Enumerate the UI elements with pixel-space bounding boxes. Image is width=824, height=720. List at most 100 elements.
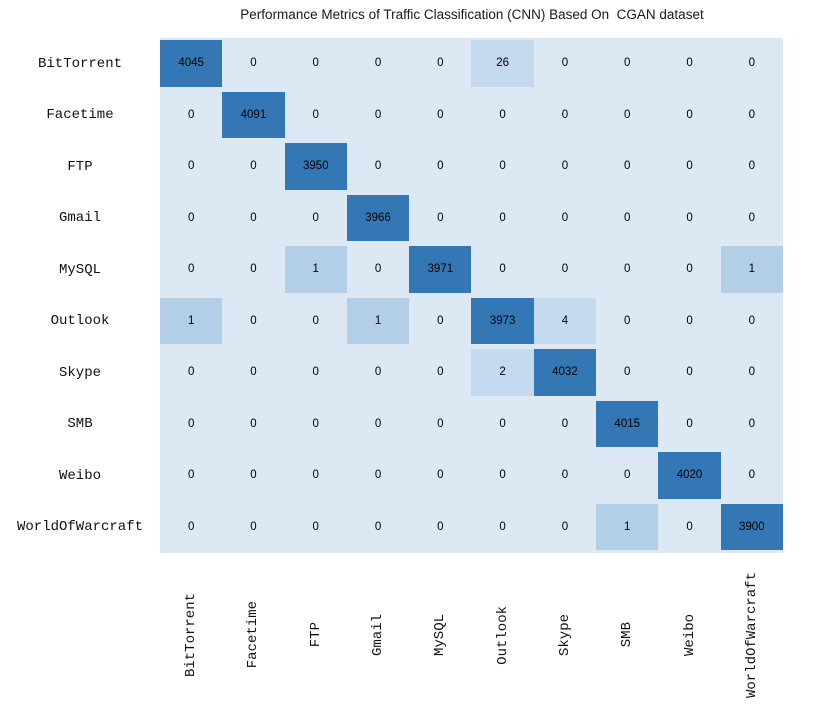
matrix-cell: 0	[409, 295, 472, 347]
cell-value: 0	[437, 366, 444, 379]
cell-fill: 0	[721, 401, 783, 448]
matrix-cell: 0	[346, 141, 410, 193]
cell-fill: 0	[222, 195, 284, 242]
cell-fill: 0	[658, 143, 720, 190]
matrix-cell: 0	[346, 450, 410, 502]
cell-fill: 1	[284, 246, 347, 293]
cell-fill: 3973	[471, 297, 534, 344]
cell-value: 0	[748, 366, 756, 379]
x-axis-label-cell: WorldOfWarcraft	[721, 553, 783, 717]
cell-fill: 3950	[284, 143, 347, 190]
cell-value: 4	[561, 314, 569, 327]
cell-value: 2	[499, 366, 506, 379]
matrix-cell: 1	[346, 295, 410, 347]
cell-fill: 0	[658, 40, 720, 87]
cell-fill: 0	[658, 195, 720, 242]
matrix-cell: 0	[658, 244, 721, 296]
matrix-cell: 0	[409, 141, 472, 193]
cell-fill: 0	[471, 143, 533, 190]
cell-fill: 3966	[346, 194, 410, 241]
matrix-cell: 26	[471, 38, 534, 90]
cell-value: 3950	[302, 160, 329, 173]
matrix-cell: 0	[346, 347, 410, 399]
cell-value: 0	[312, 366, 319, 379]
cell-value: 0	[437, 211, 444, 224]
matrix-cell: 0	[720, 398, 783, 450]
matrix-cell: 0	[658, 141, 721, 193]
matrix-cell: 0	[720, 450, 783, 502]
cell-fill: 0	[658, 401, 720, 448]
matrix-cell: 0	[720, 141, 783, 193]
x-axis-label: MySQL	[432, 613, 449, 656]
matrix-cell: 0	[471, 192, 534, 244]
x-axis-label: Gmail	[370, 613, 387, 656]
matrix-row: Outlook 1 0 0 1 0 3973 4 0 0 0	[0, 295, 783, 347]
cell-value: 1	[748, 263, 756, 276]
cell-fill: 0	[471, 504, 533, 551]
matrix-cell: 0	[284, 398, 347, 450]
matrix-cell: 0	[471, 450, 534, 502]
cell-fill: 0	[596, 40, 658, 87]
cell-value: 0	[374, 469, 382, 482]
matrix-cell: 0	[409, 450, 472, 502]
cell-fill: 0	[285, 195, 347, 242]
cell-fill: 0	[222, 452, 284, 499]
cell-value: 0	[499, 211, 506, 224]
cell-fill: 0	[160, 246, 222, 293]
cell-value: 0	[748, 314, 756, 327]
matrix-cell: 0	[222, 295, 285, 347]
cell-value: 0	[187, 211, 195, 224]
cell-fill: 0	[222, 298, 284, 345]
cell-fill: 0	[409, 40, 471, 87]
cell-fill: 0	[409, 298, 471, 345]
x-axis-label: Facetime	[245, 601, 262, 669]
cell-value: 0	[312, 211, 319, 224]
cell-fill: 0	[534, 504, 596, 551]
matrix-cell: 0	[160, 192, 223, 244]
matrix-cell: 4091	[222, 89, 285, 141]
matrix-row: Weibo 0 0 0 0 0 0 0 0 4020 0	[0, 450, 783, 502]
cell-value: 0	[437, 520, 444, 533]
matrix-cell: 0	[160, 141, 223, 193]
matrix-cell: 0	[658, 192, 721, 244]
cell-fill: 0	[721, 143, 783, 190]
matrix-cell: 0	[471, 244, 534, 296]
cell-fill: 0	[347, 40, 409, 87]
y-axis-label: MySQL	[58, 261, 101, 278]
cell-value: 0	[312, 520, 319, 533]
cell-value: 0	[624, 160, 631, 173]
cell-fill: 0	[285, 504, 347, 551]
cell-value: 3973	[489, 314, 516, 327]
cell-value: 0	[686, 108, 693, 121]
matrix-cell: 0	[222, 398, 285, 450]
cell-fill: 3971	[409, 246, 472, 293]
cell-fill: 0	[160, 504, 222, 551]
cell-value: 0	[561, 520, 569, 533]
cell-fill: 0	[160, 92, 222, 139]
cell-value: 0	[686, 417, 693, 430]
cell-value: 0	[312, 469, 319, 482]
matrix-cell: 0	[720, 295, 783, 347]
cell-value: 0	[624, 108, 631, 121]
cell-value: 4032	[552, 366, 578, 379]
matrix-cell: 1	[720, 244, 783, 296]
matrix-cell: 0	[160, 244, 223, 296]
cell-fill: 0	[285, 401, 347, 448]
x-axis-label-cell: Skype	[534, 553, 596, 717]
matrix-row: Gmail 0 0 0 3966 0 0 0 0 0 0	[0, 192, 783, 244]
y-axis-label: WorldOfWarcraft	[16, 519, 144, 536]
x-axis-label-cell: Facetime	[222, 553, 284, 717]
cell-value: 0	[187, 520, 195, 533]
cell-value: 0	[187, 160, 195, 173]
x-axis-label-cell: FTP	[285, 553, 347, 717]
cell-fill: 0	[347, 92, 409, 139]
matrix-row: Skype 0 0 0 0 0 2 4032 0 0 0	[0, 347, 783, 399]
cell-value: 0	[561, 469, 569, 482]
y-axis-label: Facetime	[46, 107, 114, 124]
cell-fill: 0	[596, 143, 658, 190]
cell-fill: 0	[596, 246, 658, 293]
cell-fill: 4020	[658, 452, 721, 499]
cell-value: 0	[374, 520, 382, 533]
matrix-cell: 0	[533, 141, 597, 193]
x-axis-label: Weibo	[681, 613, 698, 656]
